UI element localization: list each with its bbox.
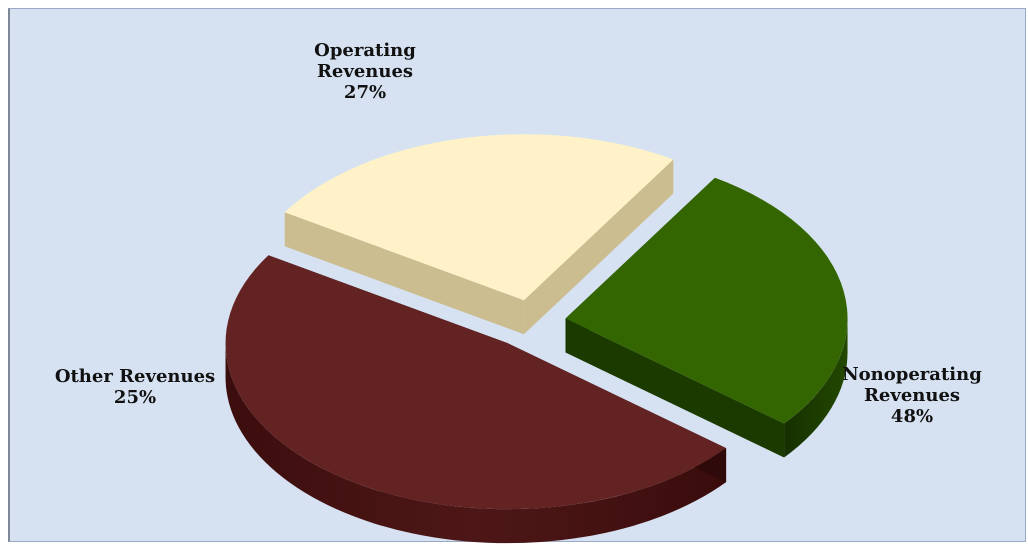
pie-slice-cut-face [523,159,674,335]
slice-name-line: Revenues [316,61,414,82]
pie-slice-top [284,134,674,301]
slice-percent: 27% [343,82,387,103]
pie-slice-cut-face [565,318,785,458]
slice-name-line: Nonoperating [842,364,982,385]
pie-slice-top [225,255,727,510]
slice-label-nonoperating-revenues: Nonoperating Revenues 48% [832,364,992,427]
pie-slice-other-revenues [284,134,674,335]
pie-slice-side [784,318,848,458]
slice-label-operating-revenues: Operating Revenues 27% [300,40,430,103]
pie-slice-operating-revenues [565,177,848,458]
slice-name-line: Operating [314,40,416,61]
slice-percent: 25% [113,387,157,408]
pie-slice-cut-face [284,212,524,335]
slice-name-line: Revenues [863,385,961,406]
pie-slice-nonoperating-revenues [225,255,727,544]
pie-slice-top [565,177,848,424]
slice-name-line: Other Revenues [54,366,216,387]
slice-label-other-revenues: Other Revenues 25% [40,366,230,408]
slice-percent: 48% [890,406,934,427]
pie-slice-side [225,343,727,544]
